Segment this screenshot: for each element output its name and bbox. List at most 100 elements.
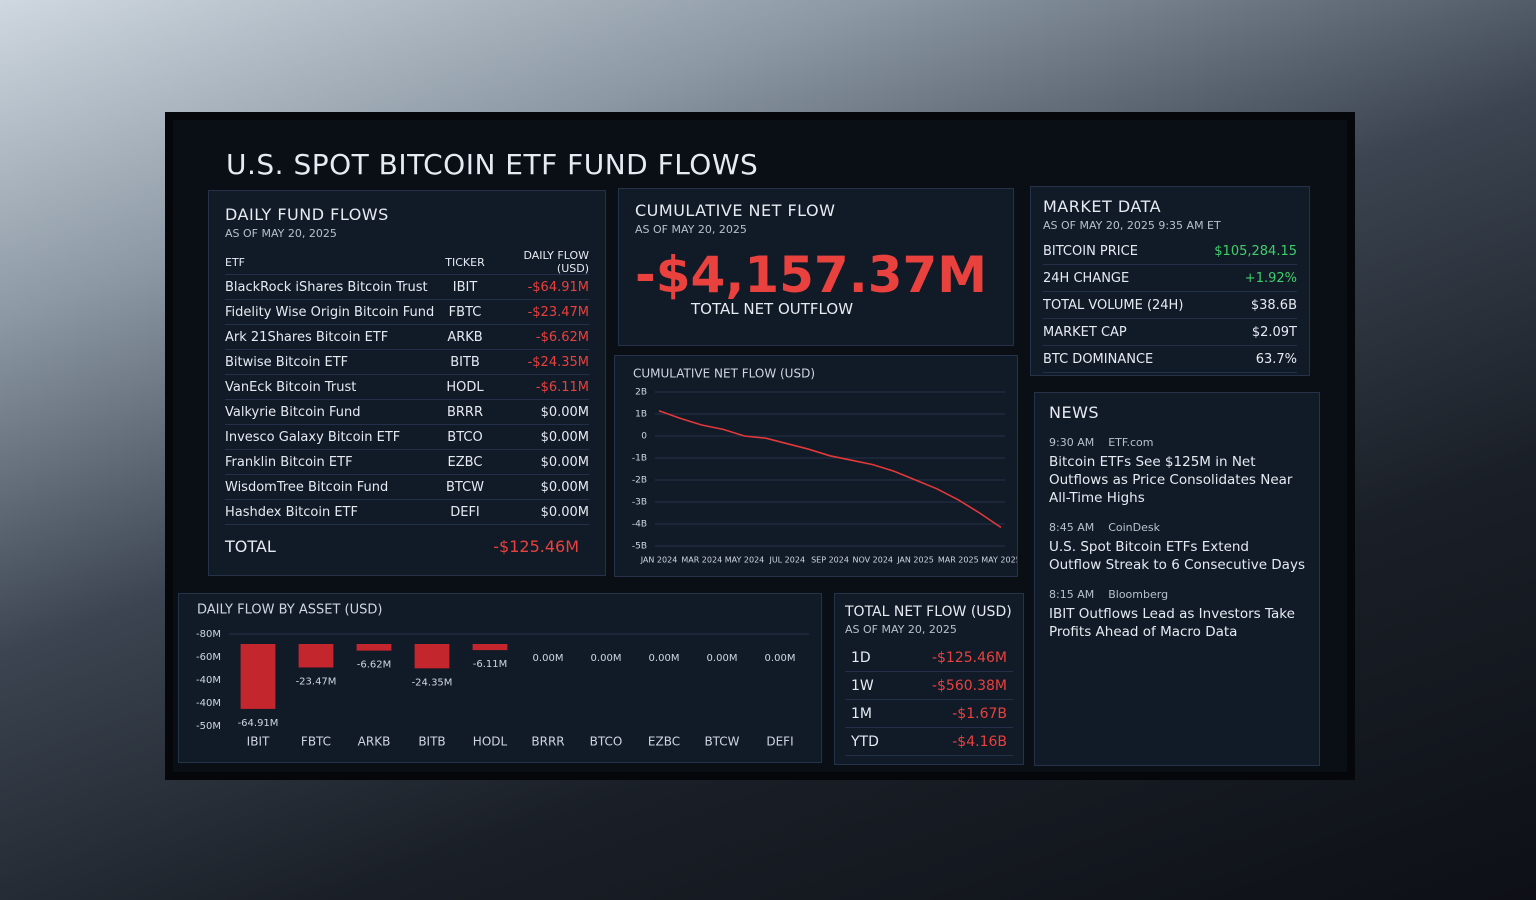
panel-subtitle: AS OF MAY 20, 2025 9:35 AM ET bbox=[1043, 219, 1221, 232]
panel-title: NEWS bbox=[1049, 403, 1100, 422]
x-tick-label: MAR 2025 bbox=[938, 556, 979, 565]
news-source: ETF.com bbox=[1108, 436, 1154, 449]
ticker: DEFI bbox=[450, 504, 480, 520]
etf-name: Franklin Bitcoin ETF bbox=[225, 454, 353, 470]
y-tick-label: 2B bbox=[635, 388, 647, 398]
y-tick-label: 0 bbox=[641, 432, 647, 442]
daily-flow: $0.00M bbox=[540, 479, 589, 495]
news-item: 9:30 AM ETF.com Bitcoin ETFs See $125M in … bbox=[1049, 436, 1305, 507]
x-tick-label: MAY 2024 bbox=[725, 556, 765, 565]
y-axis-label: -80M bbox=[196, 629, 221, 640]
ticker: BTCW bbox=[445, 479, 485, 495]
period-value: -$4.16B bbox=[952, 733, 1007, 750]
market-table: BITCOIN PRICE $105,284.15 24H CHANGE +1.92%… bbox=[1043, 238, 1297, 373]
daily-flow: $0.00M bbox=[540, 454, 589, 470]
table-row: Franklin Bitcoin ETF EZBC $0.00M bbox=[225, 450, 589, 475]
total-net-flow-panel: TOTAL NET FLOW (USD) AS OF MAY 20, 2025 … bbox=[834, 593, 1024, 765]
line-chart-panel: CUMULATIVE NET FLOW (USD) 2B 1B 0 -1B -2B -3B -… bbox=[614, 355, 1021, 577]
table-row: Hashdex Bitcoin ETF DEFI $0.00M bbox=[225, 500, 589, 525]
period-label: 1D bbox=[851, 649, 871, 666]
news-time: 8:45 AM bbox=[1049, 521, 1095, 534]
news-headline: Bitcoin ETFs See $125M in Net Outflows a… bbox=[1049, 454, 1293, 506]
y-axis-label: -40M bbox=[196, 698, 221, 709]
y-tick-label: -2B bbox=[632, 476, 647, 486]
period-label: 1M bbox=[851, 705, 872, 722]
period-label: 1W bbox=[851, 677, 874, 694]
table-row: Ark 21Shares Bitcoin ETF ARKB -$6.62M bbox=[225, 325, 589, 350]
period-row: YTD -$4.16B bbox=[845, 728, 1013, 756]
y-axis-label: -50M bbox=[196, 721, 221, 732]
x-tick-label: NOV 2024 bbox=[852, 556, 893, 565]
flow-table: ETF TICKER DAILY FLOW (USD) BlackRock iShar… bbox=[225, 249, 589, 525]
period-value: -$125.46M bbox=[931, 649, 1007, 666]
bar bbox=[414, 644, 450, 669]
y-tick-label: -1B bbox=[632, 454, 647, 464]
daily-flow: $0.00M bbox=[540, 429, 589, 445]
news-item: 8:45 AM CoinDesk U.S. Spot Bitcoin ETFs Ex… bbox=[1049, 521, 1305, 574]
chart-title: DAILY FLOW BY ASSET (USD) bbox=[197, 603, 382, 618]
news-item: 8:15 AM Bloomberg IBIT Outflows Lead as In… bbox=[1049, 588, 1305, 641]
bar bbox=[298, 644, 334, 668]
value-label: 0.00M bbox=[591, 653, 622, 664]
y-tick-label: 1B bbox=[635, 410, 647, 420]
bar bbox=[472, 644, 508, 651]
market-row: BITCOIN PRICE $105,284.15 bbox=[1043, 238, 1297, 265]
etf-name: Fidelity Wise Origin Bitcoin Fund bbox=[225, 304, 435, 320]
column-header: ETF bbox=[225, 255, 245, 269]
market-panel: MARKET DATA AS OF MAY 20, 2025 9:35 AM E… bbox=[1030, 186, 1310, 376]
x-tick-label: JAN 2024 bbox=[640, 556, 678, 565]
panel-subtitle: AS OF MAY 20, 2025 bbox=[845, 623, 957, 636]
panel-title: TOTAL NET FLOW (USD) bbox=[845, 604, 1012, 620]
value-label: -6.11M bbox=[473, 659, 508, 670]
value-label: 0.00M bbox=[707, 653, 738, 664]
market-value: 63.7% bbox=[1255, 351, 1297, 367]
period-row: 1M -$1.67B bbox=[845, 700, 1013, 728]
period-value: -$1.67B bbox=[952, 705, 1007, 722]
value-label: -6.62M bbox=[357, 660, 392, 671]
news-source: Bloomberg bbox=[1108, 588, 1169, 601]
period-label: YTD bbox=[851, 733, 879, 750]
panel-subtitle: AS OF MAY 20, 2025 bbox=[225, 227, 337, 240]
market-label: BTC DOMINANCE bbox=[1043, 351, 1154, 367]
column-header: DAILY FLOW (USD) bbox=[523, 249, 589, 275]
etf-name: Ark 21Shares Bitcoin ETF bbox=[225, 329, 389, 345]
total-value: -$125.46M bbox=[493, 537, 579, 556]
table-row: Fidelity Wise Origin Bitcoin Fund FBTC -$2… bbox=[225, 300, 589, 325]
market-value: $38.6B bbox=[1250, 297, 1297, 313]
y-axis-label: -40M bbox=[196, 675, 221, 686]
news-time: 9:30 AM bbox=[1049, 436, 1095, 449]
ticker: IBIT bbox=[452, 279, 478, 295]
x-tick-label: FBTC bbox=[301, 735, 331, 749]
table-row: WisdomTree Bitcoin Fund BTCW $0.00M bbox=[225, 475, 589, 500]
ticker: BTCO bbox=[447, 429, 483, 445]
table-row: Invesco Galaxy Bitcoin ETF BTCO $0.00M bbox=[225, 425, 589, 450]
daily-flow: -$64.91M bbox=[527, 279, 589, 295]
ticker: ARKB bbox=[447, 329, 483, 345]
period-row: 1D -$125.46M bbox=[845, 644, 1013, 672]
x-tick-label: EZBC bbox=[648, 735, 680, 749]
chart-title: CUMULATIVE NET FLOW (USD) bbox=[633, 367, 815, 381]
news-headline: U.S. Spot Bitcoin ETFs Extend Outflow St… bbox=[1049, 539, 1305, 573]
market-row: 24H CHANGE +1.92% bbox=[1043, 265, 1297, 292]
ticker: FBTC bbox=[448, 304, 482, 320]
ticker: BITB bbox=[450, 354, 480, 370]
bar-chart: DAILY FLOW BY ASSET (USD) -80M -60M -40M -40… bbox=[196, 603, 809, 749]
ticker: BRRR bbox=[446, 404, 484, 420]
table-row: Valkyrie Bitcoin Fund BRRR $0.00M bbox=[225, 400, 589, 425]
bar bbox=[356, 644, 392, 651]
line-chart: CUMULATIVE NET FLOW (USD) 2B 1B 0 -1B -2B -3B -… bbox=[632, 367, 1021, 565]
x-tick-label: BRRR bbox=[531, 735, 564, 749]
market-row: MARKET CAP $2.09T bbox=[1043, 319, 1297, 346]
panel-title: DAILY FUND FLOWS bbox=[225, 205, 389, 224]
etf-name: Hashdex Bitcoin ETF bbox=[225, 504, 358, 520]
news-meta: 9:30 AM ETF.com bbox=[1049, 436, 1305, 449]
value-label: -23.47M bbox=[296, 676, 337, 687]
cumulative-panel: CUMULATIVE NET FLOW AS OF MAY 20, 2025 -… bbox=[618, 188, 1014, 346]
x-tick-label: MAR 2024 bbox=[681, 556, 722, 565]
panel-title: MARKET DATA bbox=[1043, 197, 1162, 216]
ticker: HODL bbox=[446, 379, 484, 395]
etf-name: BlackRock iShares Bitcoin Trust bbox=[225, 279, 428, 295]
x-tick-label: BTCO bbox=[590, 735, 623, 749]
daily-flows-panel: DAILY FUND FLOWS AS OF MAY 20, 2025 ETF T… bbox=[208, 190, 606, 576]
daily-flow: -$24.35M bbox=[527, 354, 589, 370]
